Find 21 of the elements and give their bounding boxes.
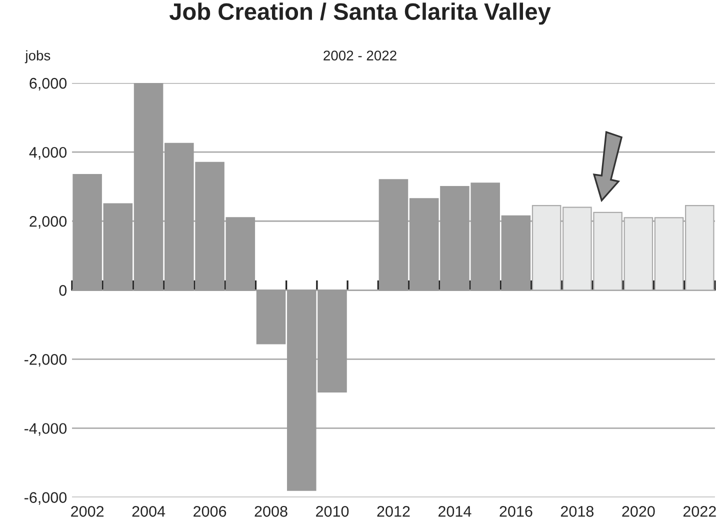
y-tick-label: -4,000 — [24, 423, 67, 436]
x-tick-label: 2010 — [316, 506, 349, 517]
y-tick-label: -2,000 — [24, 354, 67, 367]
y-tick-label: 4,000 — [29, 146, 67, 160]
x-tick-label: 2020 — [622, 506, 655, 517]
x-tick-label: 2012 — [377, 506, 410, 517]
x-tick-label: 2006 — [194, 506, 226, 517]
y-tick-label: 6,000 — [30, 78, 67, 91]
x-tick-label: 2022 — [683, 506, 716, 517]
y-tick-label: -6,000 — [24, 492, 67, 505]
chart-title: Job Creation / Santa Clarita Valley — [169, 2, 551, 25]
y-axis-title: jobs — [24, 50, 50, 64]
chart-subtitle: 2002 - 2022 — [324, 50, 396, 60]
x-tick-label: 2008 — [254, 506, 288, 517]
x-tick-label: 2002 — [71, 506, 104, 517]
x-tick-label: 2014 — [438, 506, 472, 517]
x-tick-label: 2018 — [560, 506, 594, 517]
y-tick-label: 0 — [59, 285, 67, 296]
x-tick-label: 2004 — [132, 506, 166, 517]
y-tick-label: 2,000 — [30, 216, 67, 229]
x-tick-label: 2016 — [500, 506, 532, 517]
